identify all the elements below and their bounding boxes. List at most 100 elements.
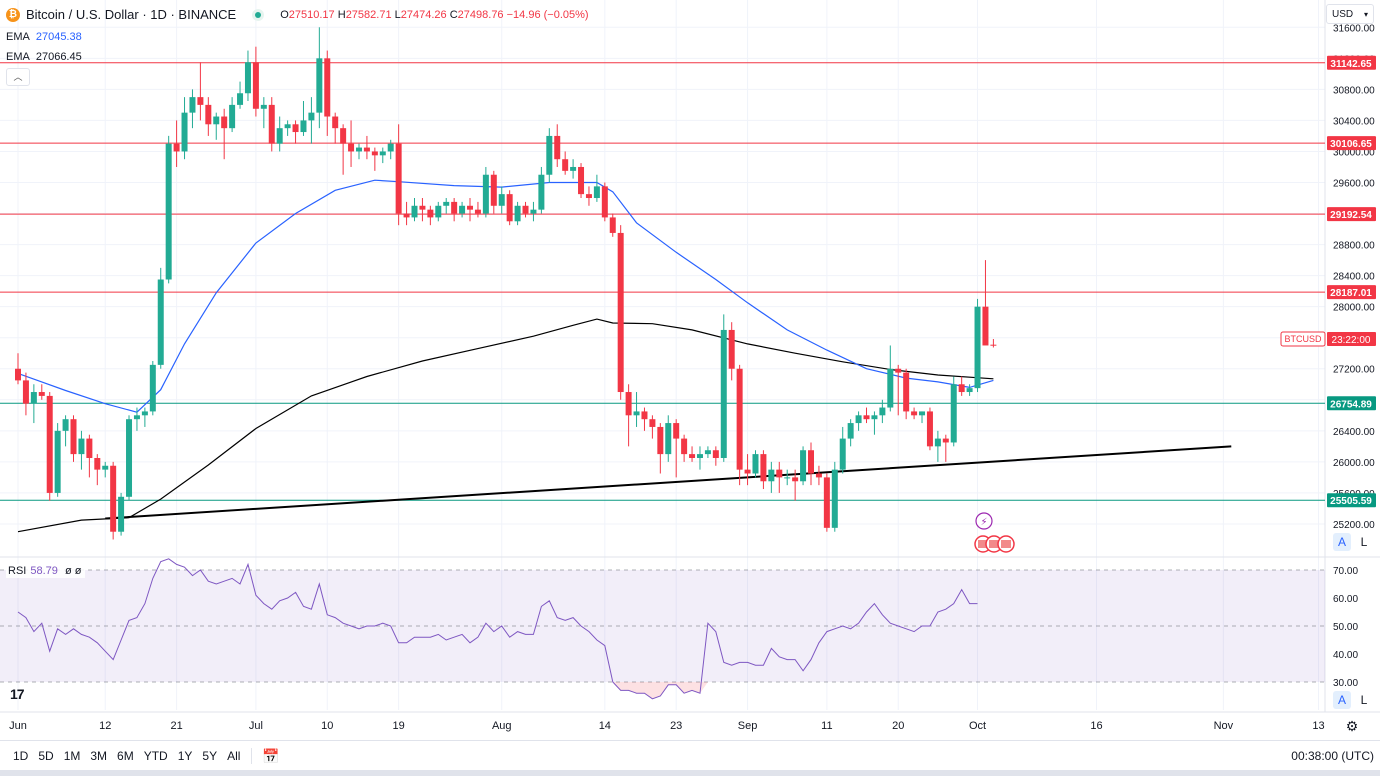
low-value: 27474.26 — [400, 9, 447, 21]
candle-body — [181, 112, 188, 152]
log-scale-button[interactable]: L — [1360, 535, 1368, 549]
toolbar-divider — [251, 748, 253, 764]
candle-body — [649, 419, 656, 427]
level-price-badge — [1327, 136, 1376, 151]
price-tick-label: 26000.00 — [1333, 458, 1375, 469]
candle-body — [919, 411, 926, 416]
candle-body — [712, 450, 719, 458]
open-label: O — [280, 9, 289, 21]
price-chart[interactable]: ⚡25200.0025600.0026000.0026400.0026800.0… — [0, 0, 1380, 740]
candle-body — [332, 116, 339, 129]
timeframe-5d[interactable]: 5D — [38, 749, 54, 763]
candle-body — [887, 368, 894, 408]
time-tick-label: 16 — [1090, 720, 1102, 732]
candle-body — [197, 97, 204, 105]
candle-body — [252, 62, 259, 109]
ema-slow-line — [17, 318, 994, 533]
countdown-badge — [1327, 332, 1376, 346]
candle-body — [966, 388, 973, 393]
countdown-label: 23:22:00 — [1332, 335, 1371, 346]
collapse-legend-button[interactable]: ︿ — [6, 68, 30, 86]
events: ⚡ — [974, 512, 1015, 553]
level-price-badge — [1327, 285, 1376, 300]
level-price-badge — [1327, 55, 1376, 70]
tradingview-logo[interactable]: 17 — [10, 686, 25, 702]
candle-body — [221, 116, 228, 129]
candle-body — [776, 469, 783, 478]
currency-dropdown[interactable]: USD ▾ — [1326, 4, 1374, 24]
candle-body — [165, 143, 172, 280]
candle-body — [482, 174, 489, 214]
timeframe-3m[interactable]: 3M — [90, 749, 108, 763]
candle-body — [451, 201, 458, 214]
timeframe-1y[interactable]: 1Y — [177, 749, 193, 763]
rsi-tick-label: 30.00 — [1333, 678, 1358, 689]
candle-body — [974, 306, 981, 389]
candle-body — [324, 58, 331, 117]
timeframe-5y[interactable]: 5Y — [202, 749, 218, 763]
time-tick-label: 20 — [892, 720, 904, 732]
timeframe-ytd[interactable]: YTD — [143, 749, 168, 763]
candle-body — [308, 112, 315, 121]
candle-body — [609, 217, 616, 233]
candle-body — [78, 438, 85, 455]
candle-body — [387, 143, 394, 152]
candle-body — [46, 395, 53, 493]
timeframe-1m[interactable]: 1M — [63, 749, 81, 763]
utc-clock[interactable]: 00:38:00 (UTC) — [1291, 749, 1374, 763]
time-tick-label: 11 — [821, 720, 832, 732]
candle-body — [133, 415, 140, 420]
rsi-legend[interactable]: RSI 58.79 ø ø — [6, 564, 86, 578]
rsi-value: 58.79 — [30, 565, 58, 577]
level-price-label: 29192.54 — [1330, 210, 1372, 221]
candle-body — [467, 205, 474, 210]
gear-icon[interactable]: ⚙ — [1345, 717, 1359, 734]
candle-body — [54, 430, 61, 493]
calendar-range-icon[interactable]: 📅 — [262, 747, 280, 764]
ema-fast-line — [17, 179, 994, 413]
timeframe-all[interactable]: All — [227, 749, 241, 763]
candle-body — [625, 392, 632, 416]
candle-body — [792, 477, 799, 482]
candle-body — [926, 411, 933, 447]
candle-body — [800, 450, 807, 482]
chart-legend: ₿ Bitcoin / U.S. Dollar · 1D · BINANCE O… — [6, 6, 589, 86]
candle-body — [839, 438, 846, 470]
timeframe-6m[interactable]: 6M — [117, 749, 134, 763]
rsi-auto-scale-button[interactable]: A — [1333, 691, 1351, 709]
candle-body — [530, 209, 537, 214]
candle-body — [474, 209, 481, 214]
ema-fast-legend[interactable]: EMA 27045.38 — [6, 28, 589, 44]
candle-body — [673, 423, 680, 439]
candle-body — [141, 411, 148, 416]
candle-body — [554, 135, 561, 160]
timeframe-1d[interactable]: 1D — [13, 749, 29, 763]
time-tick-label: 19 — [393, 720, 405, 732]
candle-body — [403, 213, 410, 218]
price-tick-label: 31600.00 — [1333, 23, 1375, 34]
candle-body — [316, 58, 323, 113]
candle-body — [292, 124, 299, 133]
candle-body — [990, 344, 997, 346]
candle-body — [38, 392, 45, 396]
ohlc-values: O27510.17 H27582.71 L27474.26 C27498.76 … — [280, 6, 588, 24]
candle-body — [70, 419, 77, 455]
flag-stripe — [1001, 540, 1011, 548]
ema-slow-legend[interactable]: EMA 27066.45 — [6, 48, 589, 64]
candle-body — [895, 368, 902, 373]
rsi-tick-label: 70.00 — [1333, 566, 1358, 577]
currency-label: USD — [1332, 8, 1354, 20]
candle-body — [562, 159, 569, 171]
candle-body — [784, 477, 791, 479]
auto-scale-button[interactable]: A — [1333, 533, 1351, 551]
candle-body — [363, 147, 370, 152]
symbol-title[interactable]: Bitcoin / U.S. Dollar · 1D · BINANCE — [26, 7, 237, 22]
candle-body — [641, 411, 648, 420]
rsi-line — [17, 558, 978, 700]
candle-body — [760, 454, 767, 482]
candle-body — [681, 438, 688, 455]
candle-body — [578, 166, 585, 195]
rsi-log-scale-button[interactable]: L — [1360, 693, 1368, 707]
candle-body — [911, 411, 918, 416]
price-tick-label: 30800.00 — [1333, 85, 1375, 96]
